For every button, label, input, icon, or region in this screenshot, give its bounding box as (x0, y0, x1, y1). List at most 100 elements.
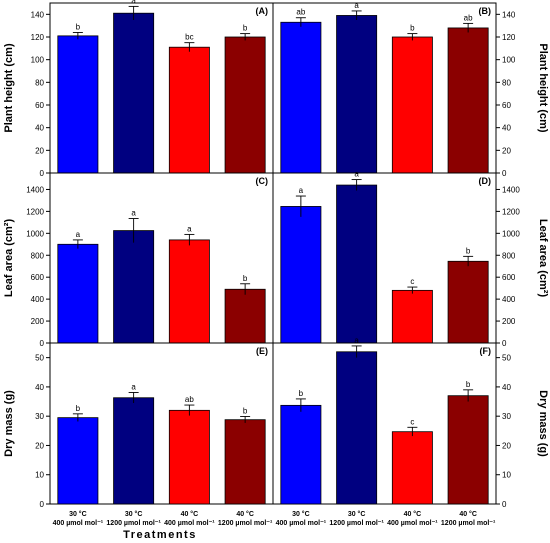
y-tick-label: 120 (31, 33, 45, 42)
category-label: 30 °C (348, 510, 366, 518)
y-tick-label: 140 (31, 10, 45, 19)
significance-letter: b (243, 24, 248, 33)
significance-letter: b (466, 380, 471, 389)
y-tick-label: 0 (502, 339, 507, 348)
significance-letter: ab (464, 13, 473, 22)
y-tick-label: 200 (502, 317, 516, 326)
bar (168, 409, 210, 505)
significance-letter: b (76, 404, 81, 413)
significance-letter: a (76, 230, 81, 239)
category-label: 400 µmol mol⁻¹ (387, 520, 438, 527)
y-tick-label: 1000 (502, 229, 520, 238)
y-tick-label: 20 (35, 146, 44, 155)
y-tick-label: 400 (31, 295, 45, 304)
category-label: 1200 µmol mol⁻¹ (218, 520, 273, 527)
category-label: 30 °C (125, 510, 143, 518)
y-tick-label: 40 (35, 124, 44, 133)
significance-letter: b (243, 274, 248, 283)
significance-letter: b (299, 389, 304, 398)
bar (280, 404, 322, 505)
significance-letter: b (243, 406, 248, 415)
y-axis-title: Leaf area (cm²) (537, 219, 549, 298)
y-tick-label: 1400 (502, 185, 520, 194)
y-tick-label: 10 (35, 471, 44, 480)
x-axis-title: Treatments (123, 529, 197, 541)
panel-frame (272, 342, 497, 505)
panel-label: (A) (256, 6, 269, 16)
bar (57, 417, 99, 505)
bar (168, 239, 210, 344)
bar (336, 15, 378, 174)
panel-label: (F) (480, 346, 492, 356)
bar (57, 35, 99, 174)
bar (391, 431, 433, 505)
bar (447, 27, 489, 174)
significance-letter: b (466, 246, 471, 255)
category-label: 40 °C (459, 510, 477, 518)
bar (113, 230, 155, 344)
panel-label: (B) (479, 6, 492, 16)
category-label: 30 °C (292, 510, 310, 518)
y-tick-label: 0 (502, 500, 507, 509)
y-tick-label: 120 (502, 33, 516, 42)
panel-d: 0 200 400 600 800 1000 1200 1400 Leaf area (cm²)… (272, 170, 549, 348)
y-tick-label: 200 (31, 317, 45, 326)
significance-letter: b (76, 22, 81, 31)
y-tick-label: 60 (502, 101, 511, 110)
y-axis-title: Plant height (cm) (537, 43, 549, 133)
bar (224, 288, 266, 344)
category-label: 40 °C (236, 510, 254, 518)
panel-c: 0 200 400 600 800 1000 1200 1400 Leaf area (cm²)… (3, 172, 274, 348)
category-label: 30 °C (69, 510, 87, 518)
bar (280, 206, 322, 344)
panel-a: 0 20 40 60 80 100 120 140 Plant height (cm) (A) b a… (3, 0, 274, 178)
significance-letter: a (354, 336, 359, 345)
significance-letter: c (410, 277, 414, 286)
y-tick-label: 20 (35, 441, 44, 450)
y-tick-label: 10 (502, 471, 511, 480)
significance-letter: b (410, 24, 415, 33)
significance-letter: ab (296, 8, 305, 17)
significance-letter: a (131, 382, 136, 391)
y-tick-label: 40 (35, 383, 44, 392)
y-axis-title: Plant height (cm) (3, 43, 15, 133)
y-tick-label: 1000 (26, 229, 44, 238)
y-tick-label: 800 (31, 251, 45, 260)
y-tick-label: 0 (502, 169, 507, 178)
panel-f: 0 10 20 30 40 50 Dry mass (g) (F) b a c b 30 °C 400 µ… (272, 336, 549, 527)
y-tick-label: 600 (31, 273, 45, 282)
bar (391, 36, 433, 174)
y-tick-label: 40 (502, 124, 511, 133)
y-tick-label: 0 (40, 500, 45, 509)
y-tick-label: 400 (502, 295, 516, 304)
category-label: 1200 µmol mol⁻¹ (441, 520, 496, 527)
significance-letter: a (354, 1, 359, 10)
y-axis-title: Dry mass (g) (537, 390, 549, 457)
significance-letter: a (131, 0, 136, 5)
category-label: 400 µmol mol⁻¹ (164, 520, 215, 527)
y-tick-label: 1400 (26, 185, 44, 194)
category-label: 400 µmol mol⁻¹ (53, 520, 104, 527)
y-tick-label: 80 (502, 78, 511, 87)
y-tick-label: 50 (502, 354, 511, 363)
panel-label: (C) (256, 176, 269, 186)
bar (447, 395, 489, 505)
panel-label: (D) (479, 176, 492, 186)
bar (336, 184, 378, 344)
significance-letter: c (410, 417, 414, 426)
bar (113, 397, 155, 505)
bar (57, 243, 99, 344)
y-tick-label: 20 (502, 146, 511, 155)
bar (280, 21, 322, 174)
y-tick-label: 60 (35, 101, 44, 110)
y-tick-label: 1200 (502, 207, 520, 216)
bar (168, 46, 210, 174)
significance-letter: a (354, 170, 359, 179)
y-tick-label: 0 (40, 169, 45, 178)
y-tick-label: 600 (502, 273, 516, 282)
significance-letter: bc (185, 33, 193, 42)
y-tick-label: 140 (502, 10, 516, 19)
y-tick-label: 1200 (26, 207, 44, 216)
